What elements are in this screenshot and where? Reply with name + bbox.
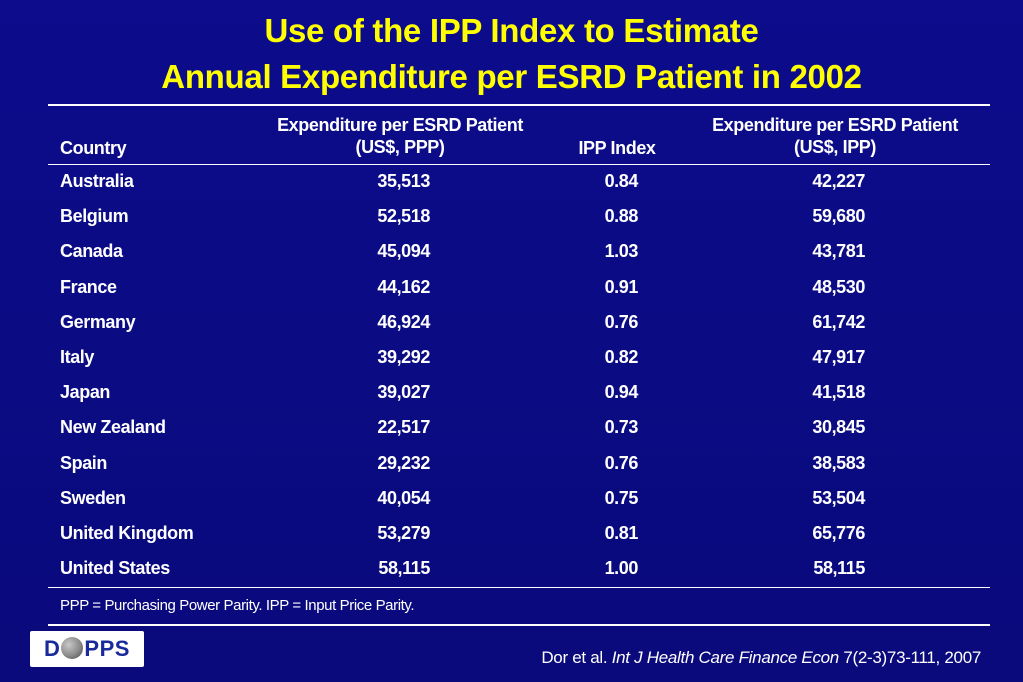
citation-authors: Dor et al. xyxy=(541,648,612,667)
header-expenditure-ipp-line-2: (US$, IPP) xyxy=(793,137,877,157)
citation: Dor et al. Int J Health Care Finance Eco… xyxy=(541,648,981,668)
cell-ipp-index: 0.91 xyxy=(604,276,639,297)
table-row: France 44,162 0.91 48,530 xyxy=(0,272,1023,307)
cell-ipp-index: 0.84 xyxy=(604,171,639,191)
cell-expenditure-ipp: 53,504 xyxy=(812,487,865,508)
table-row: Japan 39,027 0.94 41,518 xyxy=(0,377,1023,412)
cell-expenditure-ppp: 58,115 xyxy=(378,558,430,579)
cell-country: United Kingdom xyxy=(60,523,194,543)
table-row: Belgium 52,518 0.88 59,680 xyxy=(0,201,1023,236)
globe-icon xyxy=(61,637,84,659)
cell-ipp-index: 0.94 xyxy=(604,382,639,403)
header-country: Country xyxy=(60,138,127,158)
table-row: Australia 35,513 0.84 42,227 xyxy=(0,166,1023,201)
cell-expenditure-ipp: 48,530 xyxy=(812,276,865,297)
header-expenditure-ppp-line-1: Expenditure per ESRD Patient xyxy=(277,115,523,135)
cell-country: Canada xyxy=(60,241,123,262)
table-row: Sweden 40,054 0.75 53,504 xyxy=(0,483,1023,518)
cell-expenditure-ipp: 43,781 xyxy=(812,241,865,262)
cell-expenditure-ppp: 39,027 xyxy=(377,382,430,403)
header-expenditure-ipp-line-1: Expenditure per ESRD Patient xyxy=(712,115,958,135)
cell-country: Australia xyxy=(60,171,134,191)
dopps-logo: D PPS xyxy=(30,631,144,667)
cell-expenditure-ipp: 30,845 xyxy=(812,417,865,438)
header-expenditure-ppp-line-2: (US$, PPP) xyxy=(355,137,445,157)
table-row: Italy 39,292 0.82 47,917 xyxy=(0,342,1023,377)
cell-country: Italy xyxy=(60,347,95,367)
cell-ipp-index: 0.75 xyxy=(604,487,639,508)
cell-expenditure-ipp: 47,917 xyxy=(812,347,865,367)
footnote: PPP = Purchasing Power Parity. IPP = Inp… xyxy=(60,597,415,614)
cell-expenditure-ppp: 40,054 xyxy=(377,487,430,508)
cell-expenditure-ppp: 52,518 xyxy=(377,206,430,227)
cell-ipp-index: 0.76 xyxy=(604,311,639,332)
cell-ipp-index: 0.82 xyxy=(604,347,639,367)
citation-details: 7(2-3)73-111, 2007 xyxy=(838,648,981,667)
cell-expenditure-ipp: 65,776 xyxy=(812,523,865,543)
cell-country: New Zealand xyxy=(60,417,166,438)
cell-expenditure-ppp: 29,232 xyxy=(377,452,430,473)
cell-expenditure-ppp: 35,513 xyxy=(377,171,430,191)
cell-ipp-index: 0.76 xyxy=(604,452,639,473)
cell-expenditure-ppp: 44,162 xyxy=(377,276,430,297)
cell-ipp-index: 0.88 xyxy=(604,206,639,227)
logo-text-end: PPS xyxy=(84,636,130,661)
cell-expenditure-ipp: 42,227 xyxy=(812,171,865,191)
cell-expenditure-ppp: 45,094 xyxy=(377,241,430,262)
table-row: New Zealand 22,517 0.73 30,845 xyxy=(0,412,1023,447)
header-expenditure-ppp: Expenditure per ESRD Patient (US$, PPP) xyxy=(240,114,560,158)
cell-country: Belgium xyxy=(60,206,129,227)
citation-journal: Int J Health Care Finance Econ xyxy=(611,648,840,667)
header-ipp-index: IPP Index xyxy=(578,138,656,158)
cell-country: United States xyxy=(60,558,170,579)
cell-country: France xyxy=(60,276,117,297)
title-line-1: Use of the IPP Index to Estimate xyxy=(264,12,759,49)
footer-rule xyxy=(48,624,990,626)
table-top-rule xyxy=(48,104,990,106)
table-row: Germany 46,924 0.76 61,742 xyxy=(0,307,1023,342)
table-row: Canada 45,094 1.03 43,781 xyxy=(0,236,1023,271)
slide-title: Use of the IPP Index to Estimate Annual … xyxy=(0,8,1023,100)
table-row: Spain 29,232 0.76 38,583 xyxy=(0,448,1023,483)
table-header-rule xyxy=(48,164,990,165)
cell-country: Germany xyxy=(60,311,136,332)
cell-expenditure-ppp: 46,924 xyxy=(377,311,430,332)
cell-expenditure-ipp: 38,583 xyxy=(812,452,865,473)
cell-expenditure-ppp: 53,279 xyxy=(377,523,430,543)
header-expenditure-ipp: Expenditure per ESRD Patient (US$, IPP) xyxy=(680,114,990,158)
cell-expenditure-ipp: 41,518 xyxy=(812,382,865,403)
cell-country: Sweden xyxy=(60,487,126,508)
cell-ipp-index: 0.81 xyxy=(604,523,639,543)
cell-expenditure-ipp: 59,680 xyxy=(812,206,865,227)
table-row: United Kingdom 53,279 0.81 65,776 xyxy=(0,518,1023,553)
cell-expenditure-ppp: 22,517 xyxy=(377,417,430,438)
cell-country: Japan xyxy=(60,382,111,403)
cell-ipp-index: 1.03 xyxy=(604,241,639,262)
cell-expenditure-ppp: 39,292 xyxy=(377,347,430,367)
table-bottom-rule xyxy=(48,587,990,588)
cell-expenditure-ipp: 61,742 xyxy=(812,311,865,332)
cell-ipp-index: 0.73 xyxy=(604,417,639,438)
cell-expenditure-ipp: 58,115 xyxy=(813,558,865,579)
logo-text-start: D xyxy=(44,636,61,661)
cell-ipp-index: 1.00 xyxy=(604,558,639,579)
title-line-2: Annual Expenditure per ESRD Patient in 2… xyxy=(161,58,862,95)
cell-country: Spain xyxy=(60,452,108,473)
table-row: United States 58,115 1.00 58,115 xyxy=(0,553,1023,588)
